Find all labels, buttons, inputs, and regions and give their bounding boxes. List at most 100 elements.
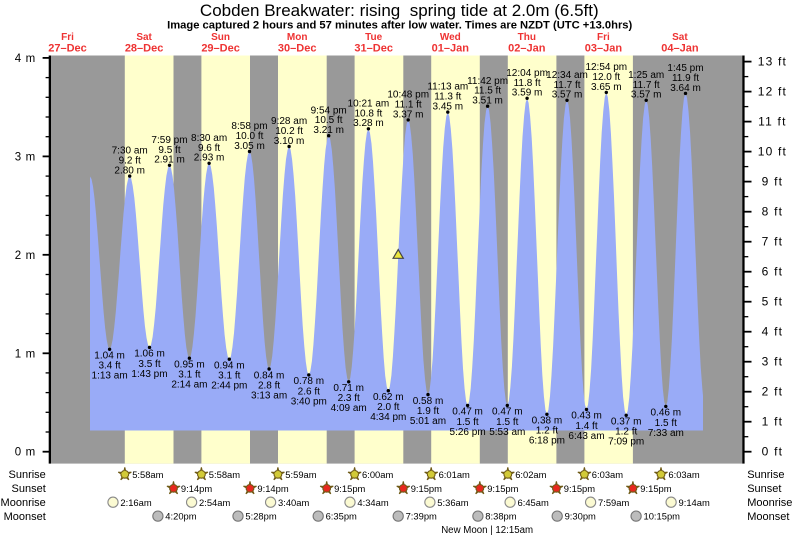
svg-text:11.7 ft: 11.7 ft xyxy=(553,80,580,91)
svg-text:Moonset: Moonset xyxy=(4,511,46,523)
svg-text:2.93 m: 2.93 m xyxy=(194,153,225,164)
svg-text:1:25 am: 1:25 am xyxy=(628,70,664,81)
svg-text:11.8 ft: 11.8 ft xyxy=(514,78,541,89)
svg-text:7:59am: 7:59am xyxy=(598,497,629,508)
svg-text:7 ft: 7 ft xyxy=(762,235,783,249)
svg-text:6 ft: 6 ft xyxy=(762,265,783,279)
svg-text:Moonrise: Moonrise xyxy=(747,497,792,509)
svg-text:4:34 pm: 4:34 pm xyxy=(370,412,406,423)
svg-text:6:01am: 6:01am xyxy=(439,469,470,480)
svg-text:3.05 m: 3.05 m xyxy=(234,141,265,152)
svg-text:5:59am: 5:59am xyxy=(285,469,316,480)
svg-text:Sun: Sun xyxy=(211,32,230,43)
svg-text:4:34am: 4:34am xyxy=(357,497,388,508)
svg-text:Sunrise: Sunrise xyxy=(9,469,46,481)
svg-text:5 ft: 5 ft xyxy=(762,295,783,309)
svg-text:1.4 ft: 1.4 ft xyxy=(575,421,597,432)
svg-text:Sunset: Sunset xyxy=(747,483,781,495)
svg-text:1 m: 1 m xyxy=(15,348,36,360)
svg-text:0.47 m: 0.47 m xyxy=(452,407,483,418)
svg-text:9 ft: 9 ft xyxy=(762,175,783,189)
svg-text:3:13 am: 3:13 am xyxy=(251,390,287,401)
svg-text:10.5 ft: 10.5 ft xyxy=(315,115,343,126)
svg-text:27–Dec: 27–Dec xyxy=(48,42,87,54)
svg-text:2:14 am: 2:14 am xyxy=(171,380,207,391)
svg-text:31–Dec: 31–Dec xyxy=(354,42,393,54)
svg-text:0.94 m: 0.94 m xyxy=(214,361,245,372)
svg-text:3.64 m: 3.64 m xyxy=(670,83,701,94)
svg-text:1:45 pm: 1:45 pm xyxy=(667,63,703,74)
svg-text:0.46 m: 0.46 m xyxy=(651,408,682,419)
svg-text:New Moon | 12:15am: New Moon | 12:15am xyxy=(441,525,533,536)
svg-text:5:26 pm: 5:26 pm xyxy=(450,427,486,438)
svg-text:0.43 m: 0.43 m xyxy=(571,411,602,422)
svg-text:12:34 am: 12:34 am xyxy=(546,70,588,81)
svg-text:1.9 ft: 1.9 ft xyxy=(417,406,439,417)
svg-text:4:20pm: 4:20pm xyxy=(165,511,196,522)
svg-text:13 ft: 13 ft xyxy=(758,55,787,69)
svg-text:0.58 m: 0.58 m xyxy=(413,396,444,407)
svg-text:Tue: Tue xyxy=(365,32,382,43)
svg-text:01–Jan: 01–Jan xyxy=(432,42,470,54)
svg-text:3.4 ft: 3.4 ft xyxy=(98,361,120,372)
svg-text:0.84 m: 0.84 m xyxy=(254,370,285,381)
svg-text:6:18 pm: 6:18 pm xyxy=(529,436,565,447)
svg-text:3:40 pm: 3:40 pm xyxy=(291,396,327,407)
svg-text:2:16am: 2:16am xyxy=(120,497,151,508)
svg-text:10.0 ft: 10.0 ft xyxy=(236,131,264,142)
svg-text:3.21 m: 3.21 m xyxy=(313,125,344,136)
svg-text:3.10 m: 3.10 m xyxy=(274,136,305,147)
svg-text:11.9 ft: 11.9 ft xyxy=(672,73,699,84)
svg-text:1.04 m: 1.04 m xyxy=(94,351,125,362)
svg-text:0.78 m: 0.78 m xyxy=(294,376,325,387)
svg-text:Sunrise: Sunrise xyxy=(747,469,784,481)
svg-text:6:45am: 6:45am xyxy=(518,497,549,508)
svg-text:10 ft: 10 ft xyxy=(758,145,787,159)
svg-text:10:21 am: 10:21 am xyxy=(348,98,390,109)
svg-text:10.2 ft: 10.2 ft xyxy=(275,126,303,137)
svg-text:5:01 am: 5:01 am xyxy=(410,416,446,427)
svg-text:2.91 m: 2.91 m xyxy=(154,155,185,166)
svg-text:0.62 m: 0.62 m xyxy=(373,392,404,403)
svg-text:Sat: Sat xyxy=(136,32,152,43)
svg-text:02–Jan: 02–Jan xyxy=(508,42,546,54)
svg-text:2:44 pm: 2:44 pm xyxy=(211,381,247,392)
svg-text:12:04 pm: 12:04 pm xyxy=(506,68,548,79)
svg-text:11:42 pm: 11:42 pm xyxy=(467,76,508,87)
svg-text:3.1 ft: 3.1 ft xyxy=(178,370,200,381)
svg-text:6:35pm: 6:35pm xyxy=(326,511,357,522)
svg-text:4 ft: 4 ft xyxy=(762,325,783,339)
svg-text:8 ft: 8 ft xyxy=(762,205,783,219)
svg-text:12.0 ft: 12.0 ft xyxy=(592,72,620,83)
svg-text:0 ft: 0 ft xyxy=(762,445,783,459)
svg-text:8:30 am: 8:30 am xyxy=(191,133,227,144)
svg-text:10.8 ft: 10.8 ft xyxy=(354,108,382,119)
svg-text:2 ft: 2 ft xyxy=(762,385,783,399)
svg-text:2.6 ft: 2.6 ft xyxy=(298,386,320,397)
svg-text:5:53 am: 5:53 am xyxy=(489,427,525,438)
svg-text:6:03am: 6:03am xyxy=(592,469,623,480)
svg-text:9:15pm: 9:15pm xyxy=(411,483,442,494)
svg-text:1:43 pm: 1:43 pm xyxy=(131,369,167,380)
svg-text:9:54 pm: 9:54 pm xyxy=(311,105,347,116)
svg-text:9:15pm: 9:15pm xyxy=(640,483,671,494)
svg-text:2.0 ft: 2.0 ft xyxy=(377,402,399,413)
svg-text:2.8 ft: 2.8 ft xyxy=(258,380,280,391)
svg-text:1.5 ft: 1.5 ft xyxy=(655,418,677,429)
svg-text:Wed: Wed xyxy=(440,32,461,43)
svg-text:9.6 ft: 9.6 ft xyxy=(198,143,220,154)
svg-text:3.1 ft: 3.1 ft xyxy=(218,371,240,382)
svg-text:9:15pm: 9:15pm xyxy=(487,483,518,494)
svg-text:0.37 m: 0.37 m xyxy=(611,417,642,428)
svg-text:5:28pm: 5:28pm xyxy=(245,511,276,522)
svg-text:11.5 ft: 11.5 ft xyxy=(474,86,501,97)
svg-text:7:59 pm: 7:59 pm xyxy=(151,135,187,146)
svg-text:9:14pm: 9:14pm xyxy=(257,483,288,494)
svg-text:9:30pm: 9:30pm xyxy=(565,511,596,522)
svg-text:11 ft: 11 ft xyxy=(758,115,786,129)
svg-text:1 ft: 1 ft xyxy=(762,415,783,429)
svg-text:5:58am: 5:58am xyxy=(209,469,240,480)
svg-text:3.65 m: 3.65 m xyxy=(591,82,622,93)
svg-text:Moonset: Moonset xyxy=(747,511,789,523)
svg-text:30–Dec: 30–Dec xyxy=(278,42,317,54)
